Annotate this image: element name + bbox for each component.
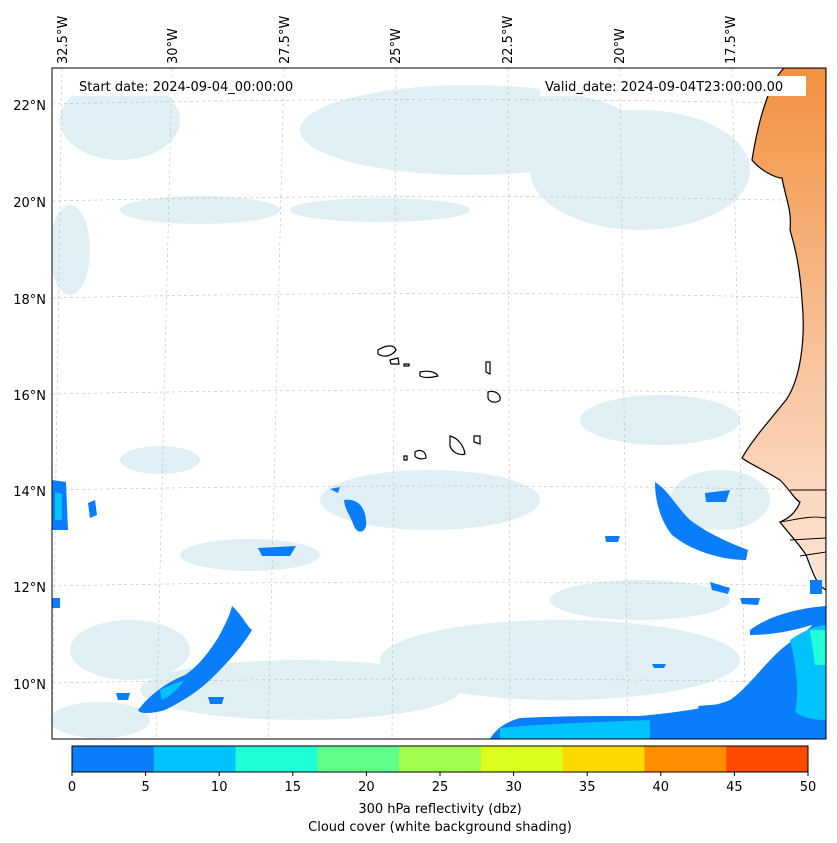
lat-label: 12°N <box>13 581 46 596</box>
colorbar-tick-label: 0 <box>68 780 76 795</box>
colorbar-tick-label: 35 <box>579 780 596 795</box>
colorbar-label: 300 hPa reflectivity (dbz) <box>358 802 521 817</box>
colorbar-segment <box>480 746 564 772</box>
colorbar-segment <box>726 746 809 772</box>
lon-label: 17.5°W <box>724 16 739 64</box>
colorbar-segment <box>562 746 645 772</box>
start-date-text: Start date: 2024-09-04_00:00:00 <box>79 80 293 95</box>
start-date-box <box>73 76 313 96</box>
colorbar-tick-label: 20 <box>358 780 375 795</box>
plot-frame <box>51 67 827 740</box>
reflectivity-shading <box>52 480 826 739</box>
valid-date-text: Valid_date: 2024-09-04T23:00:00.00 <box>545 80 783 95</box>
lat-label: 10°N <box>13 678 46 693</box>
colorbar-segment <box>644 746 727 772</box>
colorbar-tick-label: 40 <box>653 780 670 795</box>
lon-label: 27.5°W <box>278 16 293 64</box>
lon-label: 25°W <box>389 28 404 64</box>
latitude-labels: 22°N 20°N 18°N 16°N 14°N 12°N 10°N <box>13 99 46 693</box>
lon-label: 30°W <box>166 28 181 64</box>
lat-label: 16°N <box>13 389 46 404</box>
colorbar-segment <box>153 746 237 772</box>
colorbar-ticks: 0 5 10 15 20 25 30 35 40 45 50 <box>68 772 816 795</box>
africa-land <box>741 68 826 591</box>
valid-date-box <box>540 76 806 96</box>
land-borders <box>779 489 826 557</box>
lat-label: 22°N <box>13 99 46 114</box>
longitude-labels: 32.5°W 30°W 27.5°W 25°W 22.5°W 20°W 17.5… <box>56 16 739 64</box>
colorbar-segment <box>399 746 482 772</box>
colorbar-tick-label: 30 <box>505 780 522 795</box>
colorbar-segment <box>72 746 155 772</box>
colorbar-segment <box>317 746 400 772</box>
colorbar-tick-label: 45 <box>726 780 743 795</box>
lat-label: 18°N <box>13 293 46 308</box>
colorbar-tick-label: 25 <box>432 780 449 795</box>
colorbar-sublabel: Cloud cover (white background shading) <box>308 820 572 835</box>
grid-lines <box>52 68 826 739</box>
colorbar-tick-label: 50 <box>800 780 817 795</box>
lat-label: 20°N <box>13 196 46 211</box>
colorbar-tick-label: 15 <box>285 780 302 795</box>
colorbar-tick-label: 10 <box>211 780 228 795</box>
cape-verde-islands <box>377 345 501 461</box>
lon-label: 22.5°W <box>501 16 516 64</box>
lon-label: 20°W <box>613 28 628 64</box>
colorbar-tick-label: 5 <box>141 780 149 795</box>
lat-label: 14°N <box>13 485 46 500</box>
lon-label: 32.5°W <box>56 16 71 64</box>
colorbar-segment <box>235 746 318 772</box>
colorbar <box>72 746 809 772</box>
cloud-cover-shading <box>52 80 770 738</box>
